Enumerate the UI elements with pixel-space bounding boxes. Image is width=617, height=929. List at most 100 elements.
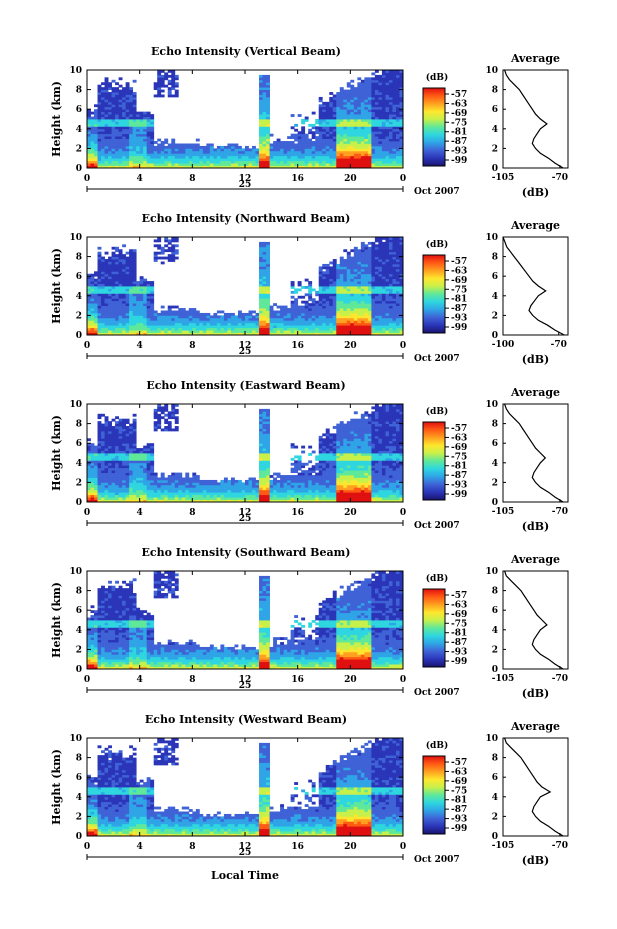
heatmap-cell [395, 251, 400, 255]
heatmap-cell [87, 116, 91, 120]
heatmap-cell [87, 283, 91, 287]
heatmap-cell [280, 305, 285, 309]
heatmap-cell [297, 308, 302, 311]
heatmap-cell [132, 271, 137, 275]
heatmap-cell [385, 79, 390, 83]
heatmap-cell [206, 165, 211, 169]
heatmap-cell [132, 484, 137, 488]
heatmap-cell [259, 276, 263, 280]
heatmap-cell [139, 315, 144, 319]
heatmap-cell [378, 163, 383, 166]
heatmap-cell [87, 470, 91, 473]
heatmap-cell [153, 312, 158, 316]
heatmap-cell [118, 123, 123, 127]
profile-y-tick-label: 8 [492, 86, 498, 96]
heatmap-cell [346, 251, 351, 255]
heatmap-cell [94, 121, 98, 125]
heatmap-cell [378, 160, 383, 164]
heatmap-cell [139, 455, 144, 459]
heatmap-cell [132, 435, 137, 439]
heatmap-cell [111, 467, 116, 471]
heatmap-cell [367, 123, 372, 127]
heatmap-cell [101, 293, 105, 297]
heatmap-cell [234, 145, 239, 149]
heatmap-cell [122, 165, 127, 169]
heatmap-cell [304, 330, 309, 333]
heatmap-cell [269, 165, 274, 169]
heatmap-cell [378, 99, 383, 103]
heatmap-cell [297, 141, 302, 144]
heatmap-cell [392, 77, 397, 81]
heatmap-cell [287, 150, 292, 154]
heatmap-cell [108, 104, 112, 108]
x-tick-label: 0 [84, 174, 90, 184]
heatmap-cell [378, 104, 383, 108]
heatmap-cell [388, 126, 393, 130]
heatmap-cell [346, 109, 351, 113]
heatmap-cell [143, 325, 148, 329]
heatmap-cell [195, 312, 200, 316]
heatmap-cell [273, 330, 277, 333]
heatmap-cell [129, 295, 134, 299]
heatmap-cell [164, 406, 169, 410]
heatmap-cell [343, 266, 348, 270]
heatmap-cell [118, 126, 123, 130]
heatmap-cell [385, 143, 390, 147]
heatmap-cell [308, 281, 313, 284]
heatmap-cell [283, 158, 288, 162]
heatmap-cell [87, 148, 91, 152]
heatmap-cell [273, 312, 277, 316]
heatmap-cell [185, 143, 190, 147]
heatmap-cell [378, 290, 383, 294]
heatmap-cell [101, 330, 105, 333]
heatmap-cell [94, 303, 98, 306]
heatmap-cell [122, 244, 127, 248]
heatmap-cell [157, 322, 162, 326]
heatmap-cell [122, 283, 127, 287]
heatmap-cell [350, 278, 355, 282]
heatmap-cell [97, 472, 102, 476]
heatmap-cell [378, 136, 383, 139]
heatmap-cell [266, 84, 270, 88]
heatmap-cell [192, 312, 197, 316]
x-tick-label: 12 [239, 174, 252, 184]
heatmap-cell [294, 298, 299, 302]
heatmap-cell [378, 121, 383, 125]
heatmap-cell [262, 273, 267, 277]
heatmap-cell [378, 278, 383, 282]
heatmap-cell [301, 332, 306, 336]
heatmap-cell [185, 327, 190, 331]
heatmap-cell [336, 126, 341, 130]
heatmap-cell [234, 332, 239, 336]
heatmap-cell [132, 276, 137, 280]
heatmap-cell [94, 143, 98, 147]
heatmap-cell [160, 327, 165, 331]
heatmap-cell [122, 494, 127, 498]
heatmap-cell [118, 249, 123, 253]
heatmap-cell [111, 482, 116, 486]
heatmap-cell [259, 256, 263, 260]
heatmap-cell [360, 251, 365, 255]
heatmap-cell [374, 305, 379, 309]
heatmap-cell [118, 96, 123, 100]
heatmap-cell [301, 128, 306, 132]
colorbar-tick-label: -75 [451, 285, 467, 295]
heatmap-cell [378, 310, 383, 314]
heatmap-cell [388, 259, 393, 262]
heatmap-cell [269, 163, 274, 166]
heatmap-cell [301, 136, 306, 139]
heatmap-cell [266, 322, 270, 326]
heatmap-cell [329, 96, 334, 100]
heatmap-cell [101, 438, 105, 442]
heatmap-cell [101, 445, 105, 449]
heatmap-cell [216, 330, 221, 333]
heatmap-cell [332, 325, 337, 329]
heatmap-cell [395, 94, 400, 98]
heatmap-cell [195, 145, 200, 149]
heatmap-cell [241, 158, 246, 162]
heatmap-cell [385, 87, 390, 90]
heatmap-cell [395, 136, 400, 139]
heatmap-cell [287, 145, 292, 149]
heatmap-cell [90, 133, 95, 137]
heatmap-cell [202, 325, 207, 329]
